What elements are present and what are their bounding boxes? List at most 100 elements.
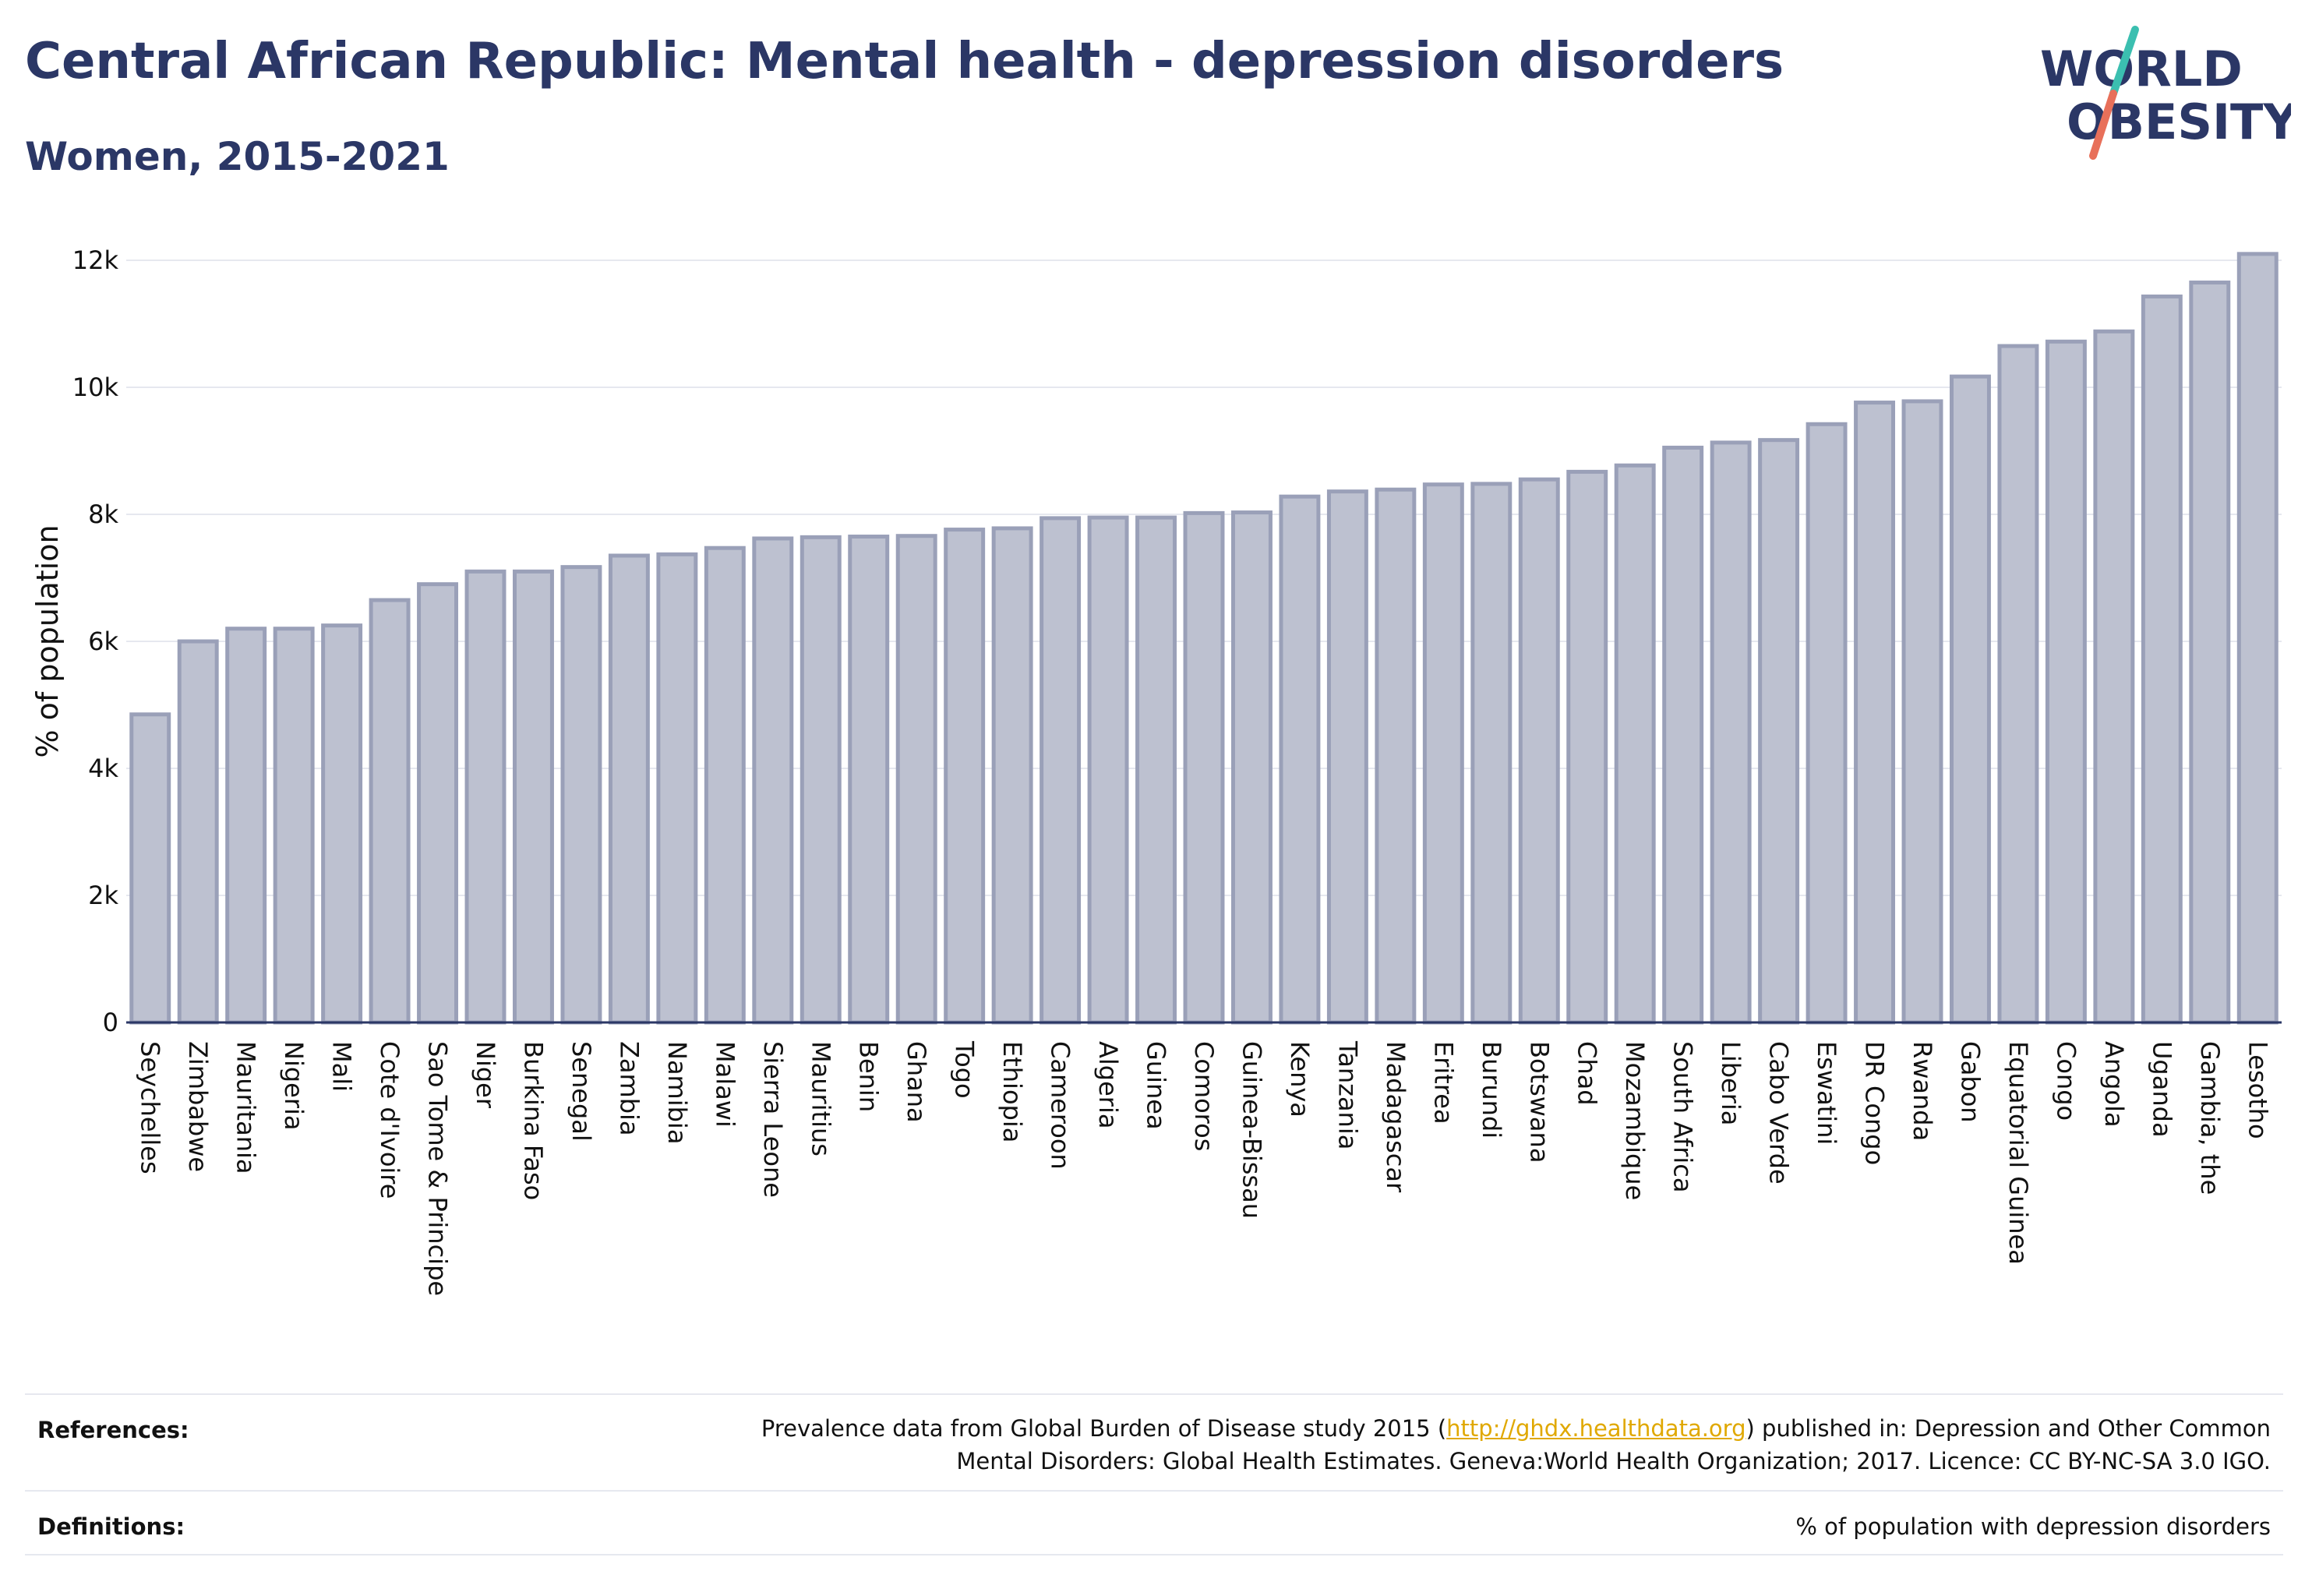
bar xyxy=(1949,374,1991,1025)
bar xyxy=(464,569,507,1025)
y-tick-label: 4k xyxy=(88,754,118,783)
x-tick-label: Cabo Verde xyxy=(1764,1041,1794,1185)
x-tick-label: Algeria xyxy=(1093,1041,1123,1128)
x-tick-label: Sierra Leone xyxy=(758,1041,788,1198)
bar xyxy=(1422,482,1464,1025)
x-tick-label: DR Congo xyxy=(1860,1041,1890,1165)
x-tick-label: Namibia xyxy=(662,1041,692,1144)
y-tick-label: 2k xyxy=(88,881,118,910)
bar xyxy=(1901,399,1943,1025)
x-tick-label: Guinea xyxy=(1142,1041,1171,1130)
bar xyxy=(1375,487,1417,1025)
y-tick-label: 0 xyxy=(103,1008,118,1037)
x-tick-label: Seychelles xyxy=(136,1041,165,1174)
x-tick-label: Guinea-Bissau xyxy=(1237,1041,1266,1219)
x-tick-label: Mauritius xyxy=(806,1041,835,1156)
x-tick-label: Eswatini xyxy=(1812,1041,1841,1145)
x-tick-label: Ethiopia xyxy=(997,1041,1027,1142)
x-tick-label: Madagascar xyxy=(1381,1041,1410,1193)
bar xyxy=(1662,445,1704,1025)
bar xyxy=(2045,339,2087,1025)
references-link[interactable]: http://ghdx.healthdata.org xyxy=(1446,1415,1746,1442)
bar xyxy=(848,535,890,1025)
x-tick-label: Burkina Faso xyxy=(518,1041,548,1200)
footer-divider-middle xyxy=(25,1490,2283,1492)
definitions-text: % of population with depression disorder… xyxy=(1795,1513,2271,1540)
bar xyxy=(177,639,219,1025)
y-tick-label: 6k xyxy=(88,627,118,656)
bar xyxy=(944,528,986,1025)
x-tick-label: Liberia xyxy=(1716,1041,1746,1125)
x-tick-label: Sao Tome & Principe xyxy=(423,1041,453,1296)
bar xyxy=(129,712,171,1025)
y-tick-label: 10k xyxy=(72,373,119,402)
bar xyxy=(1854,401,1896,1025)
bar xyxy=(1087,515,1129,1025)
bar xyxy=(2189,281,2231,1025)
x-tick-label: Cameroon xyxy=(1046,1041,1075,1170)
y-tick-label: 8k xyxy=(88,500,118,529)
bar xyxy=(895,534,937,1025)
x-tick-label: Malawi xyxy=(710,1041,740,1128)
x-tick-label: Ghana xyxy=(902,1041,931,1123)
bar xyxy=(1230,510,1273,1025)
footer-divider-top xyxy=(25,1393,2283,1395)
bar xyxy=(656,552,698,1025)
x-tick-label: Eritrea xyxy=(1428,1041,1458,1125)
bar xyxy=(800,535,842,1025)
x-tick-label: Angola xyxy=(2099,1041,2129,1128)
logo-slash-teal xyxy=(2109,26,2139,97)
logo-slash-coral xyxy=(2089,90,2117,160)
x-tick-label: Gambia, the xyxy=(2195,1041,2225,1195)
references-text-part3: Mental Disorders: Global Health Estimate… xyxy=(956,1448,2271,1474)
bar xyxy=(2141,294,2183,1025)
bar xyxy=(1566,469,1608,1025)
bar xyxy=(1614,463,1656,1025)
bar xyxy=(369,598,411,1025)
bar xyxy=(1997,344,2039,1025)
bar xyxy=(608,553,650,1025)
x-tick-label: Nigeria xyxy=(279,1041,309,1130)
references-text: Prevalence data from Global Burden of Di… xyxy=(761,1412,2271,1478)
x-tick-label: Mozambique xyxy=(1620,1041,1650,1200)
world-obesity-logo: WORLD OBESITY xyxy=(2040,26,2291,160)
x-tick-label: Equatorial Guinea xyxy=(2003,1041,2033,1265)
x-tick-label: Tanzania xyxy=(1333,1040,1362,1149)
x-tick-label: Benin xyxy=(854,1041,884,1112)
bar-chart: 0 2k 4k 6k 8k 10k 12k % of population Seychelles… xyxy=(30,245,2282,1296)
bar xyxy=(560,565,602,1025)
x-tick-label: Senegal xyxy=(567,1041,596,1142)
bar xyxy=(1710,440,1752,1025)
x-tick-label: Rwanda xyxy=(1908,1041,1937,1141)
x-tick-label: Togo xyxy=(950,1040,980,1099)
bar xyxy=(1135,515,1177,1025)
x-tick-label: Burundi xyxy=(1477,1041,1506,1139)
bar xyxy=(2236,252,2279,1025)
references-label: References: xyxy=(37,1417,189,1443)
y-axis-label: % of population xyxy=(30,524,65,757)
x-tick-label: Cote d'Ivoire xyxy=(375,1041,404,1199)
logo-text-line1: WORLD xyxy=(2040,41,2243,97)
bar xyxy=(1183,510,1225,1025)
x-tick-label: South Africa xyxy=(1668,1041,1698,1192)
footer-divider-bottom xyxy=(25,1554,2283,1555)
x-tick-label: Lesotho xyxy=(2243,1041,2272,1139)
bar xyxy=(417,582,459,1025)
page-title: Central African Republic: Mental health … xyxy=(25,33,1784,90)
x-tick-label: Mauritania xyxy=(231,1041,261,1174)
x-tick-label: Zimbabwe xyxy=(183,1041,213,1172)
y-tick-label: 12k xyxy=(72,245,119,275)
x-tick-label: Kenya xyxy=(1285,1041,1315,1118)
x-tick-label: Gabon xyxy=(1955,1041,1985,1123)
bar xyxy=(752,536,794,1025)
bar xyxy=(1758,438,1800,1025)
bar xyxy=(512,569,554,1025)
bar xyxy=(321,623,363,1025)
bar xyxy=(991,526,1033,1025)
x-tick-label: Uganda xyxy=(2147,1041,2176,1138)
bar xyxy=(1518,477,1560,1025)
bar xyxy=(1470,482,1513,1025)
x-tick-label: Mali xyxy=(327,1041,357,1092)
page-subtitle: Women, 2015-2021 xyxy=(25,134,450,179)
bar xyxy=(273,627,315,1025)
